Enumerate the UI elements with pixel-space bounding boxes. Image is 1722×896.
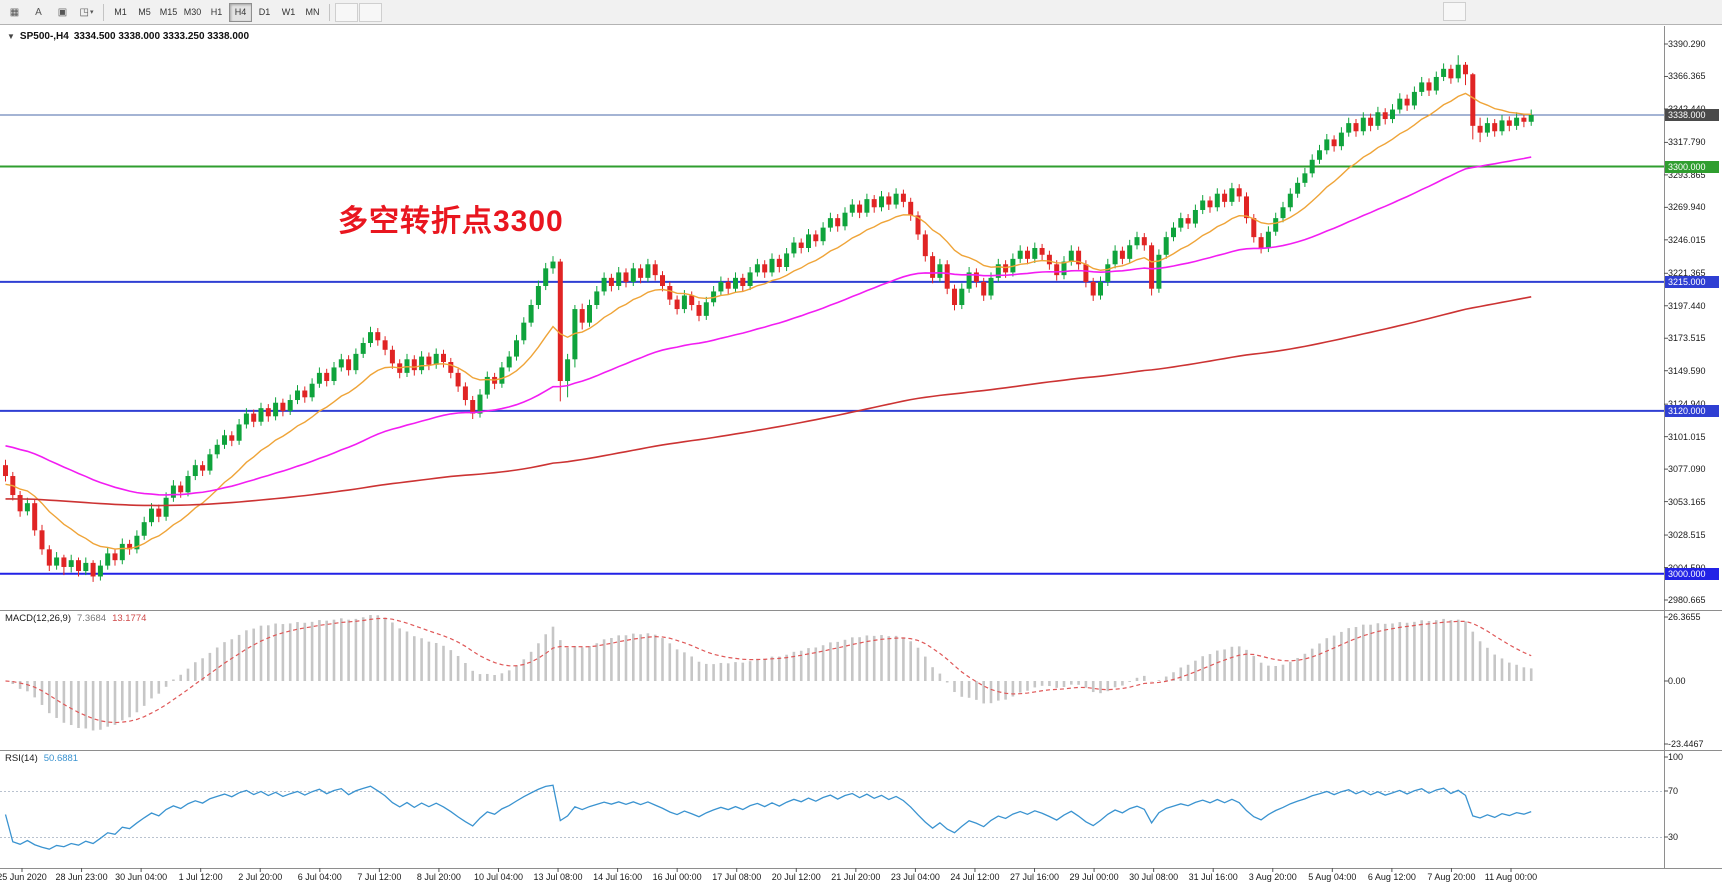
rsi-axis-label: 70 — [1668, 786, 1679, 796]
price-axis-label: 3149.590 — [1668, 365, 1706, 376]
timeframe-button-H1[interactable]: H1 — [210, 7, 223, 17]
macd-main-value: 7.3684 — [77, 613, 107, 624]
timeframe-button-M30[interactable]: M30 — [183, 7, 202, 17]
time-axis-label: 27 Jul 16:00 — [1009, 872, 1060, 882]
price-axis-label: 3101.015 — [1668, 431, 1706, 442]
price-axis-label: 3028.515 — [1668, 530, 1706, 541]
macd-name: MACD(12,26,9) — [5, 613, 71, 624]
object-frame-button[interactable]: ▣ — [51, 3, 74, 22]
price-tag-3215: 3215.000 — [1665, 275, 1719, 288]
timeframe-button-M5[interactable]: M5 — [138, 7, 151, 17]
time-axis-label: 28 Jun 23:00 — [55, 872, 108, 882]
chart-grid-button[interactable]: ▦ — [3, 3, 26, 22]
chart-dropdown-icon[interactable]: ▼ — [7, 32, 15, 41]
timeframe-button-W1[interactable]: W1 — [281, 7, 296, 17]
toolbar: ▦ A ▣ ◳ ▾ M1 M5 M15 M30 H1 H4 D1 W1 MN — [0, 0, 1722, 25]
chart-text-annotation[interactable]: 多空转折点3300 — [338, 205, 564, 238]
rsi-axis-label: 30 — [1668, 832, 1679, 842]
toolbar-slot-button-2[interactable] — [359, 2, 382, 22]
rsi-indicator-label: RSI(14) 50.6881 — [5, 753, 78, 764]
rsi-value: 50.6881 — [43, 753, 79, 764]
macd-axis-label: -23.4467 — [1668, 739, 1704, 749]
price-axis-label: 3246.015 — [1668, 234, 1706, 245]
toolbar-separator — [329, 3, 330, 21]
price-axis-label: 3269.940 — [1668, 202, 1706, 213]
chart-symbol-label: SP500-,H4 — [19, 31, 69, 42]
price-axis-label: 3390.290 — [1668, 39, 1706, 49]
time-axis-label: 8 Jul 20:00 — [416, 872, 461, 882]
price-axis-label: 3366.365 — [1668, 71, 1706, 82]
time-axis-label: 3 Aug 20:00 — [1248, 872, 1297, 882]
price-axis-label: 3317.790 — [1668, 137, 1706, 148]
time-axis-label: 24 Jul 12:00 — [950, 872, 1000, 882]
price-axis-label: 3293.865 — [1668, 169, 1706, 180]
price-axis-label: 3173.515 — [1668, 333, 1706, 344]
chevron-down-icon: ▾ — [89, 9, 94, 16]
time-axis-label: 6 Aug 12:00 — [1367, 872, 1416, 882]
timeframe-button-D1[interactable]: D1 — [258, 7, 271, 17]
text-annotation-icon: A — [35, 6, 42, 18]
time-axis-label: 31 Jul 16:00 — [1188, 872, 1238, 882]
macd-indicator-label: MACD(12,26,9) 7.3684 13.1774 — [5, 613, 146, 624]
price-axis-label: 3053.165 — [1668, 496, 1706, 507]
macd-axis-label: 26.3655 — [1668, 612, 1701, 622]
toolbar-right-button[interactable] — [1443, 2, 1466, 21]
time-axis-label: 17 Jul 08:00 — [712, 872, 762, 882]
time-axis-label: 1 Jul 12:00 — [178, 872, 223, 882]
macd-axis-label: 0.00 — [1668, 676, 1686, 686]
timeframe-button-H4[interactable]: H4 — [229, 2, 252, 22]
price-tag-3120: 3120.000 — [1665, 404, 1719, 417]
price-axis-label: 3124.940 — [1668, 399, 1706, 409]
chart-ohlc-values: 3334.500 3338.000 3333.250 3338.000 — [73, 31, 250, 42]
chart-grid-icon: ▦ — [9, 6, 20, 18]
price-tag-3338: 3338.000 — [1665, 108, 1719, 121]
rsi-axis-label: 100 — [1668, 752, 1684, 762]
time-axis-label: 2 Jul 20:00 — [238, 872, 283, 882]
time-axis-label: 25 Jun 2020 — [0, 872, 47, 882]
price-axis-label: 3342.440 — [1668, 104, 1706, 114]
time-axis-label: 21 Jul 20:00 — [831, 872, 881, 882]
time-axis-label: 10 Jul 04:00 — [473, 872, 523, 882]
time-axis-label: 23 Jul 04:00 — [890, 872, 940, 882]
time-axis-label: 7 Jul 12:00 — [357, 872, 402, 882]
time-axis-label: 30 Jul 08:00 — [1129, 872, 1179, 882]
macd-signal-value: 13.1774 — [112, 613, 147, 624]
shapes-dropdown-button[interactable]: ◳ ▾ — [75, 3, 98, 22]
time-axis-label: 20 Jul 12:00 — [771, 872, 821, 882]
time-axis-label: 6 Jul 04:00 — [297, 872, 342, 882]
toolbar-slot-button-1[interactable] — [335, 2, 358, 22]
price-axis-label: 3004.590 — [1668, 563, 1706, 573]
time-axis-label: 14 Jul 16:00 — [593, 872, 643, 882]
timeframe-button-M1[interactable]: M1 — [114, 7, 127, 17]
timeframe-button-MN[interactable]: MN — [305, 7, 320, 17]
price-tag-3000: 3000.000 — [1665, 567, 1719, 580]
text-annotation-button[interactable]: A — [27, 3, 50, 22]
price-axis-label: 3077.090 — [1668, 464, 1706, 475]
toolbar-separator — [103, 3, 104, 21]
price-tag-3300: 3300.000 — [1665, 160, 1719, 173]
time-axis-label: 7 Aug 20:00 — [1427, 872, 1476, 882]
chart-header: ▼ SP500-,H4 3334.500 3338.000 3333.250 3… — [7, 31, 249, 42]
time-axis-label: 29 Jul 00:00 — [1069, 872, 1119, 882]
timeframe-button-M15[interactable]: M15 — [159, 7, 178, 17]
shapes-dropdown-icon: ◳ — [79, 6, 89, 18]
price-axis-label: 3221.365 — [1668, 268, 1706, 279]
price-axis-label: 2980.665 — [1668, 595, 1706, 605]
time-axis-label: 16 Jul 00:00 — [652, 872, 702, 882]
time-axis-label: 11 Aug 00:00 — [1484, 872, 1538, 882]
time-axis-label: 30 Jun 04:00 — [115, 872, 168, 882]
object-frame-icon: ▣ — [57, 6, 68, 18]
time-axis-label: 5 Aug 04:00 — [1308, 872, 1357, 882]
rsi-name: RSI(14) — [5, 753, 38, 764]
price-axis-label: 3197.440 — [1668, 300, 1706, 311]
time-axis-label: 13 Jul 08:00 — [533, 872, 583, 882]
